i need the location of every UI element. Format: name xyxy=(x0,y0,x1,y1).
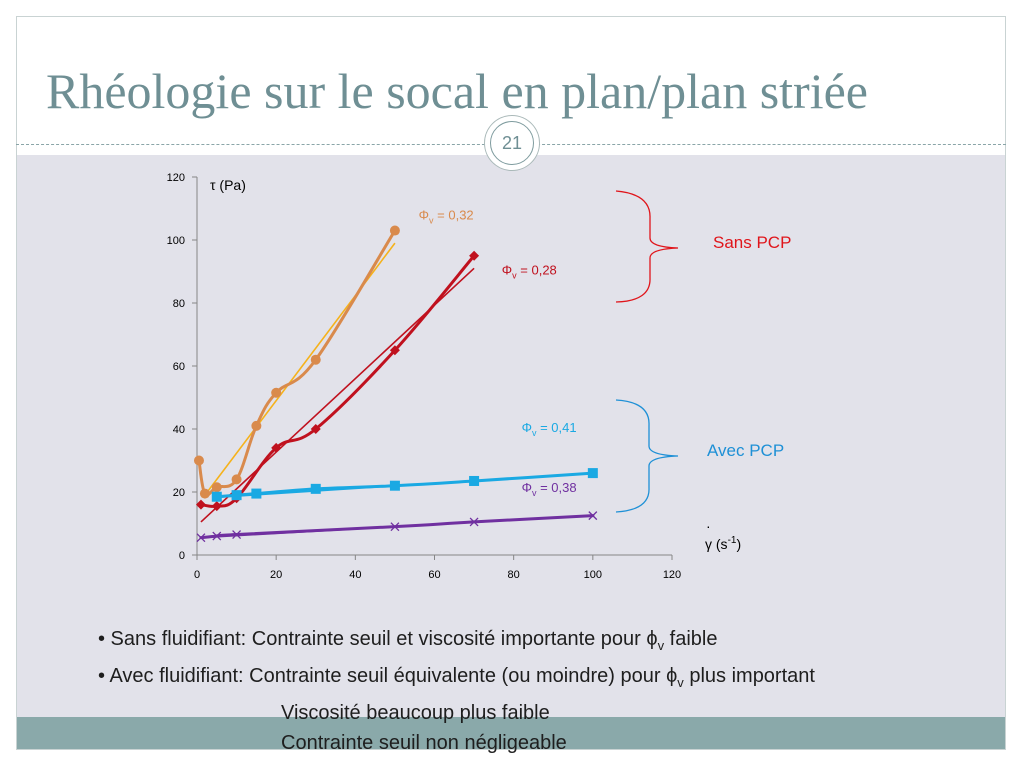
data-point xyxy=(469,250,480,261)
series-label-value: = 0,28 xyxy=(517,263,557,278)
chart-markers xyxy=(193,225,598,543)
data-point xyxy=(587,468,598,479)
series-label-phi: Φ xyxy=(522,420,532,435)
data-point xyxy=(310,354,321,365)
y-tick-label: 100 xyxy=(167,235,185,247)
series-label-3: Φv = 0,38 xyxy=(522,480,577,498)
series-label-sub: v xyxy=(532,428,537,438)
data-point xyxy=(469,517,479,527)
x-tick-label: 40 xyxy=(349,569,361,581)
bullet-text: plus important xyxy=(683,665,815,687)
data-point xyxy=(271,442,282,453)
avec-pcp-brace xyxy=(615,399,679,513)
series-label-value: = 0,32 xyxy=(434,208,474,223)
chart-axes xyxy=(192,176,673,560)
x-axis-label-main: γ (s xyxy=(705,536,728,552)
bullet-text: • Sans fluidifiant: Contrainte seuil et … xyxy=(98,628,658,650)
x-tick-label: 60 xyxy=(428,569,440,581)
data-point xyxy=(193,455,204,466)
bullet-sans-fluidifiant: • Sans fluidifiant: Contrainte seuil et … xyxy=(98,624,998,661)
x-axis-label-close: ) xyxy=(736,536,741,552)
series-label-value: = 0,38 xyxy=(536,480,576,495)
y-tick-label: 60 xyxy=(173,361,185,373)
data-point xyxy=(211,491,222,502)
bullet-text: faible xyxy=(664,628,718,650)
x-axis-label: γ (s-1) xyxy=(705,535,741,552)
data-point xyxy=(231,490,242,501)
x-tick-label: 100 xyxy=(584,569,602,581)
series-label-sub: v xyxy=(532,488,537,498)
curve-series-0 xyxy=(197,229,397,497)
y-tick-label: 40 xyxy=(173,424,185,436)
data-point xyxy=(231,474,242,485)
data-point xyxy=(469,475,480,486)
data-point xyxy=(232,530,242,539)
data-point xyxy=(211,501,222,512)
bullet-viscosite: Viscosité beaucoup plus faible xyxy=(281,702,550,724)
data-point xyxy=(389,225,400,236)
x-tick-label: 20 xyxy=(270,569,282,581)
series-label-1: Φv = 0,28 xyxy=(502,263,557,281)
x-axis-label-dot: · xyxy=(706,518,711,534)
series-label-value: = 0,41 xyxy=(536,420,576,435)
slide-number: 21 xyxy=(490,121,534,165)
y-tick-label: 80 xyxy=(173,298,185,310)
data-point xyxy=(211,482,222,493)
sans-pcp-brace xyxy=(615,190,679,303)
footer-band xyxy=(17,717,1005,749)
x-tick-label: 0 xyxy=(194,569,200,581)
data-point xyxy=(389,345,400,356)
slide-number-badge: 21 xyxy=(485,116,539,170)
data-point xyxy=(199,488,210,499)
sans-pcp-annotation: Sans PCP xyxy=(713,233,791,252)
data-point xyxy=(212,531,222,541)
data-point xyxy=(390,522,400,532)
y-tick-label: 0 xyxy=(179,550,185,562)
chart-tick-labels: 0 20 40 60 80 100 120 0 20 40 60 80 100 120 xyxy=(167,172,682,581)
y-tick-label: 120 xyxy=(167,172,185,184)
x-axis-label-sup: -1 xyxy=(728,535,737,546)
content-area xyxy=(17,155,1005,717)
slide-title: Rhéologie sur le socal en plan/plan stri… xyxy=(46,63,868,119)
series-label-0: Φv = 0,32 xyxy=(419,208,474,226)
data-point xyxy=(196,533,206,543)
bullet-text: • Avec fluidifiant: Contrainte seuil équ… xyxy=(98,665,678,687)
bullet-avec-fluidifiant: • Avec fluidifiant: Contrainte seuil équ… xyxy=(98,661,998,698)
x-tick-label: 120 xyxy=(663,569,681,581)
series-label-phi: Φ xyxy=(419,208,429,223)
bullet-subscript: v xyxy=(677,675,684,690)
series-label-2: Φv = 0,41 xyxy=(522,420,577,438)
series-label-sub: v xyxy=(512,271,517,281)
data-point xyxy=(389,480,400,491)
data-point xyxy=(310,424,321,434)
data-point xyxy=(271,387,282,398)
bullet-subscript: v xyxy=(657,638,665,653)
avec-pcp-annotation: Avec PCP xyxy=(707,441,784,460)
bullet-list: • Sans fluidifiant: Contrainte seuil et … xyxy=(98,624,998,758)
curve-series-3 xyxy=(199,514,595,540)
data-point xyxy=(251,488,262,499)
x-tick-label: 80 xyxy=(508,569,520,581)
data-point xyxy=(310,483,321,494)
data-point xyxy=(588,511,598,521)
data-point xyxy=(251,420,262,431)
data-point xyxy=(195,499,206,510)
series-label-sub: v xyxy=(429,216,434,226)
y-axis-label: τ (Pa) xyxy=(210,177,246,193)
series-label-phi: Φ xyxy=(502,263,512,278)
y-tick-label: 20 xyxy=(173,487,185,499)
series-label-phi: Φ xyxy=(522,480,532,495)
bullet-contrainte-seuil: Contrainte seuil non négligeable xyxy=(281,732,567,754)
